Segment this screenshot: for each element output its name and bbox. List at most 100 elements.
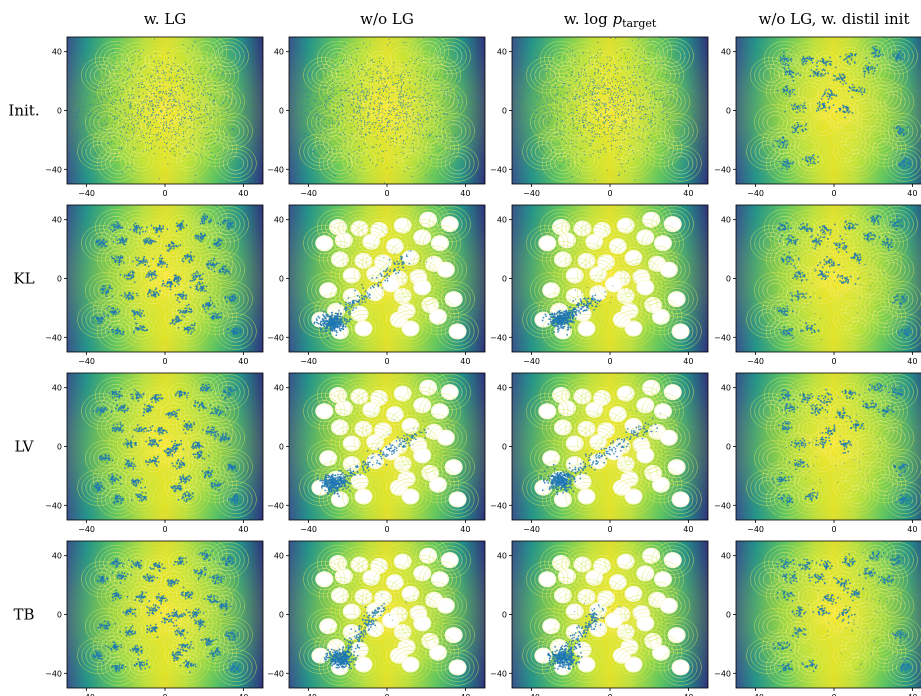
scatter-samples	[92, 383, 239, 507]
x-tick-label: 40	[238, 357, 248, 366]
row-label-lv: LV	[14, 438, 34, 456]
x-tick-label: −40	[78, 693, 95, 696]
panel-lv-wlogp: −40 0 40 −40 0 40	[490, 372, 709, 534]
y-tick-label: 40	[52, 552, 62, 561]
y-tick-label: 0	[726, 611, 731, 620]
y-tick-label: 40	[274, 216, 284, 225]
contour-background	[289, 373, 485, 520]
scatter-samples	[316, 415, 454, 498]
x-tick-label: −40	[78, 357, 95, 366]
contour-background	[736, 541, 921, 688]
x-tick-label: −40	[523, 357, 540, 366]
panel-tb-wlogp: −40 0 40 −40 0 40	[490, 540, 709, 696]
panel-init-wlogp: −40 0 40 −40 0 40	[490, 36, 709, 198]
x-tick-label: 0	[384, 357, 389, 366]
y-tick-label: 40	[721, 552, 731, 561]
y-tick-label: 40	[52, 384, 62, 393]
y-tick-label: 0	[57, 443, 62, 452]
column-title-prefix: w. log	[564, 10, 613, 28]
panel-tb-wlg: −40 0 40 −40 0 40	[45, 540, 264, 696]
y-tick-label: 0	[502, 611, 507, 620]
contour-background	[67, 541, 263, 688]
contour-background	[289, 37, 485, 184]
y-tick-label: −40	[267, 333, 284, 342]
y-tick-label: −40	[267, 501, 284, 510]
x-tick-label: 40	[907, 189, 917, 198]
contour-background	[512, 373, 708, 520]
scatter-samples	[540, 409, 680, 496]
y-tick-label: −40	[45, 669, 62, 678]
y-tick-label: −40	[490, 669, 507, 678]
x-tick-label: 40	[683, 189, 693, 198]
y-tick-label: 0	[726, 443, 731, 452]
x-tick-label: 40	[238, 693, 248, 696]
x-tick-label: −40	[747, 189, 764, 198]
panel-init-wolg: −40 0 40 −40 0 40	[267, 36, 486, 198]
x-tick-label: 40	[907, 693, 917, 696]
y-tick-label: 0	[502, 107, 507, 116]
scatter-samples	[758, 209, 916, 340]
scatter-samples	[91, 212, 242, 336]
x-tick-label: −40	[523, 525, 540, 534]
y-tick-label: 0	[279, 443, 284, 452]
panel-lv-wlg: −40 0 40 −40 0 40	[45, 372, 264, 534]
x-tick-label: −40	[747, 525, 764, 534]
panel-kl-wolg: −40 0 40 −40 0 40	[267, 204, 486, 366]
x-tick-label: 0	[162, 189, 167, 198]
x-tick-label: −40	[523, 189, 540, 198]
x-tick-label: 0	[607, 693, 612, 696]
y-tick-label: 40	[721, 216, 731, 225]
y-tick-label: 40	[52, 48, 62, 57]
row-label-tb: TB	[13, 606, 34, 624]
y-tick-label: −40	[490, 501, 507, 510]
x-tick-label: −40	[747, 693, 764, 696]
x-tick-label: 40	[460, 357, 470, 366]
y-tick-label: −40	[714, 333, 731, 342]
panel-tb-wolg: −40 0 40 −40 0 40	[267, 540, 486, 696]
x-tick-label: 0	[384, 525, 389, 534]
x-tick-label: 0	[384, 693, 389, 696]
contour-background	[512, 37, 708, 184]
row-label-init: Init.	[8, 102, 39, 120]
x-tick-label: 0	[831, 693, 836, 696]
y-tick-label: −40	[490, 165, 507, 174]
x-tick-label: −40	[300, 189, 317, 198]
y-tick-label: −40	[45, 333, 62, 342]
contour-background	[736, 205, 921, 352]
y-tick-label: 40	[497, 384, 507, 393]
x-tick-label: 40	[907, 525, 917, 534]
x-tick-label: 0	[831, 525, 836, 534]
y-tick-label: 0	[57, 611, 62, 620]
column-title-wolg: w/o LG	[360, 10, 414, 28]
column-title-wolg-distil: w/o LG, w. distil init	[758, 10, 909, 28]
x-tick-label: 0	[607, 357, 612, 366]
panel-init-wlg: −40 0 40 −40 0 40	[45, 36, 264, 198]
x-tick-label: −40	[78, 189, 95, 198]
column-title-wlogp: w. log ptarget	[564, 10, 657, 30]
y-tick-label: 40	[52, 216, 62, 225]
scatter-samples	[92, 549, 240, 673]
y-tick-label: 0	[726, 275, 731, 284]
x-tick-label: 40	[907, 357, 917, 366]
row-label-kl: KL	[13, 270, 34, 288]
x-tick-label: 0	[831, 357, 836, 366]
y-tick-label: 0	[279, 611, 284, 620]
scatter-samples	[289, 37, 485, 184]
scatter-samples	[541, 285, 614, 336]
contour-background	[289, 541, 485, 688]
scatter-samples	[546, 600, 621, 672]
x-tick-label: 40	[460, 189, 470, 198]
y-tick-label: 40	[274, 48, 284, 57]
y-tick-label: 0	[726, 107, 731, 116]
column-title-wlg: w. LG	[144, 10, 187, 28]
y-tick-label: 40	[274, 384, 284, 393]
y-tick-label: 40	[274, 552, 284, 561]
panel-kl-wlg: −40 0 40 −40 0 40	[45, 204, 264, 366]
x-tick-label: 40	[683, 357, 693, 366]
panel-init-wolg-distil: −40 0 40 −40 0 40	[714, 36, 921, 198]
scatter-samples	[512, 37, 707, 181]
x-tick-label: 0	[607, 525, 612, 534]
x-tick-label: 40	[460, 693, 470, 696]
x-tick-label: 40	[460, 525, 470, 534]
